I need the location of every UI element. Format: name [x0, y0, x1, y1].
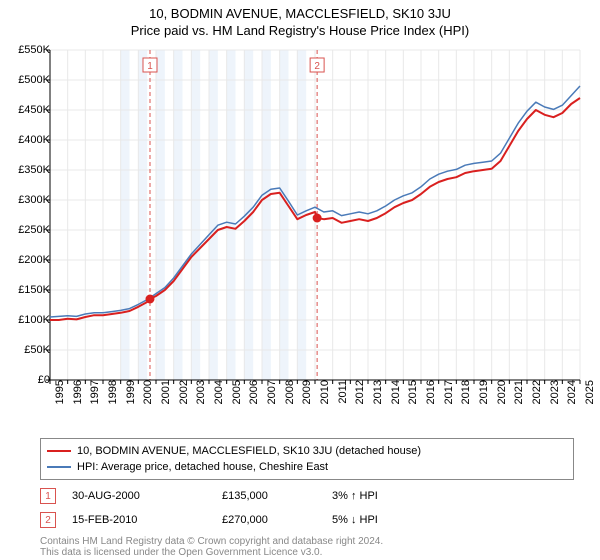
sale-hpi-1: 3% ↑ HPI [332, 490, 442, 502]
chart-area: 12 [50, 50, 580, 380]
x-tick-label: 2024 [566, 380, 578, 420]
x-tick-label: 2025 [584, 380, 596, 420]
x-tick-label: 2007 [266, 380, 278, 420]
x-tick-label: 2022 [531, 380, 543, 420]
x-tick-label: 2011 [337, 380, 349, 420]
footer-line2: This data is licensed under the Open Gov… [40, 547, 383, 558]
x-tick-label: 2005 [231, 380, 243, 420]
x-tick-label: 1999 [125, 380, 137, 420]
y-tick-label: £500K [0, 74, 50, 86]
x-tick-label: 2008 [284, 380, 296, 420]
footer-line1: Contains HM Land Registry data © Crown c… [40, 536, 383, 547]
x-tick-label: 2003 [195, 380, 207, 420]
svg-text:1: 1 [147, 61, 153, 72]
y-tick-label: £550K [0, 44, 50, 56]
x-tick-label: 2014 [390, 380, 402, 420]
sale-marker-2-num: 2 [45, 515, 51, 526]
svg-text:2: 2 [314, 61, 320, 72]
sale-row-2: 2 15-FEB-2010 £270,000 5% ↓ HPI [40, 512, 560, 528]
title-block: 10, BODMIN AVENUE, MACCLESFIELD, SK10 3J… [0, 0, 600, 38]
legend-row-2: HPI: Average price, detached house, Ches… [47, 459, 567, 475]
legend-swatch-1 [47, 450, 71, 453]
sale-price-1: £135,000 [222, 490, 332, 502]
x-tick-label: 2012 [354, 380, 366, 420]
y-tick-label: £450K [0, 104, 50, 116]
sale-hpi-2: 5% ↓ HPI [332, 514, 442, 526]
y-tick-label: £150K [0, 284, 50, 296]
x-tick-label: 1995 [54, 380, 66, 420]
x-tick-label: 2020 [496, 380, 508, 420]
y-tick-label: £350K [0, 164, 50, 176]
legend-swatch-2 [47, 466, 71, 468]
y-tick-label: £50K [0, 344, 50, 356]
sale-price-2: £270,000 [222, 514, 332, 526]
x-tick-label: 2021 [513, 380, 525, 420]
x-tick-label: 2001 [160, 380, 172, 420]
x-tick-label: 2016 [425, 380, 437, 420]
x-tick-label: 2018 [460, 380, 472, 420]
x-tick-label: 2019 [478, 380, 490, 420]
x-tick-label: 2015 [407, 380, 419, 420]
sale-date-1: 30-AUG-2000 [72, 490, 222, 502]
x-tick-label: 2017 [443, 380, 455, 420]
x-tick-label: 1997 [89, 380, 101, 420]
y-tick-label: £100K [0, 314, 50, 326]
title-subtitle: Price paid vs. HM Land Registry's House … [0, 23, 600, 38]
y-tick-label: £400K [0, 134, 50, 146]
line-chart-svg: 12 [50, 50, 580, 380]
chart-container: 10, BODMIN AVENUE, MACCLESFIELD, SK10 3J… [0, 0, 600, 560]
title-address: 10, BODMIN AVENUE, MACCLESFIELD, SK10 3J… [0, 6, 600, 21]
x-tick-label: 2013 [372, 380, 384, 420]
y-tick-label: £300K [0, 194, 50, 206]
x-tick-label: 2004 [213, 380, 225, 420]
legend-label-1: 10, BODMIN AVENUE, MACCLESFIELD, SK10 3J… [77, 445, 421, 457]
x-tick-label: 1996 [72, 380, 84, 420]
legend-row-1: 10, BODMIN AVENUE, MACCLESFIELD, SK10 3J… [47, 443, 567, 459]
y-tick-label: £250K [0, 224, 50, 236]
x-tick-label: 2006 [248, 380, 260, 420]
x-tick-label: 2023 [549, 380, 561, 420]
sale-row-1: 1 30-AUG-2000 £135,000 3% ↑ HPI [40, 488, 560, 504]
sale-date-2: 15-FEB-2010 [72, 514, 222, 526]
x-tick-label: 2002 [178, 380, 190, 420]
legend-label-2: HPI: Average price, detached house, Ches… [77, 461, 328, 473]
sale-marker-1: 1 [40, 488, 56, 504]
y-tick-label: £0 [0, 374, 50, 386]
x-tick-label: 1998 [107, 380, 119, 420]
sale-marker-2: 2 [40, 512, 56, 528]
legend-box: 10, BODMIN AVENUE, MACCLESFIELD, SK10 3J… [40, 438, 574, 480]
footer: Contains HM Land Registry data © Crown c… [40, 536, 383, 558]
y-tick-label: £200K [0, 254, 50, 266]
sale-marker-1-num: 1 [45, 491, 51, 502]
x-tick-label: 2000 [142, 380, 154, 420]
x-tick-label: 2010 [319, 380, 331, 420]
x-tick-label: 2009 [301, 380, 313, 420]
